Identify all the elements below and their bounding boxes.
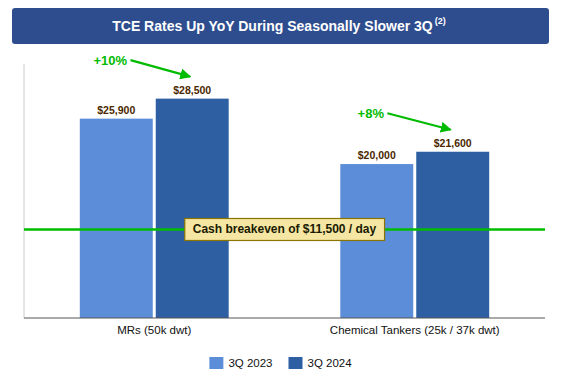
reference-label-group: Cash breakeven of $11,500 / day — [185, 218, 385, 240]
legend-label: 3Q 2023 — [228, 357, 272, 369]
data-label: $25,900 — [97, 104, 135, 116]
annotation: +8% — [358, 106, 385, 121]
legend: 3Q 2023 3Q 2024 — [209, 357, 352, 369]
bar — [416, 152, 489, 318]
reference-label: Cash breakeven of $11,500 / day — [193, 222, 377, 236]
annotation: +10% — [93, 53, 127, 68]
legend-swatch — [289, 357, 303, 369]
data-label: $21,600 — [434, 137, 472, 149]
legend-swatch — [209, 357, 223, 369]
data-label: $20,000 — [358, 149, 396, 161]
x-tick-label: Chemical Tankers (25k / 37k dwt) — [330, 324, 500, 336]
reference-label-box — [185, 218, 385, 240]
title: TCE Rates Up YoY During Seasonally Slowe… — [112, 18, 433, 34]
annotation-arrow — [387, 113, 450, 130]
y-axis-line — [24, 64, 25, 318]
annotation-arrow — [131, 60, 191, 77]
title-band — [12, 8, 549, 44]
bar — [156, 99, 229, 318]
bars — [80, 99, 489, 318]
title-superscript: (2) — [435, 16, 446, 26]
legend-label: 3Q 2024 — [308, 357, 353, 369]
data-label: $28,500 — [173, 84, 211, 96]
title-group: TCE Rates Up YoY During Seasonally Slowe… — [12, 8, 549, 44]
x-axis-line — [24, 318, 545, 319]
x-tick-label: MRs (50k dwt) — [117, 324, 191, 336]
bar — [80, 119, 153, 318]
